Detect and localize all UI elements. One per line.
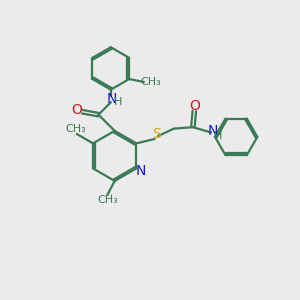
Text: H: H	[214, 131, 222, 141]
Text: N: N	[136, 164, 146, 178]
Text: N: N	[208, 124, 218, 138]
Text: S: S	[152, 127, 161, 141]
Text: N: N	[107, 92, 118, 106]
Text: CH₃: CH₃	[65, 124, 86, 134]
Text: O: O	[190, 99, 200, 113]
Text: CH₃: CH₃	[140, 77, 161, 87]
Text: H: H	[114, 97, 122, 107]
Text: CH₃: CH₃	[97, 195, 118, 205]
Text: O: O	[71, 103, 82, 117]
